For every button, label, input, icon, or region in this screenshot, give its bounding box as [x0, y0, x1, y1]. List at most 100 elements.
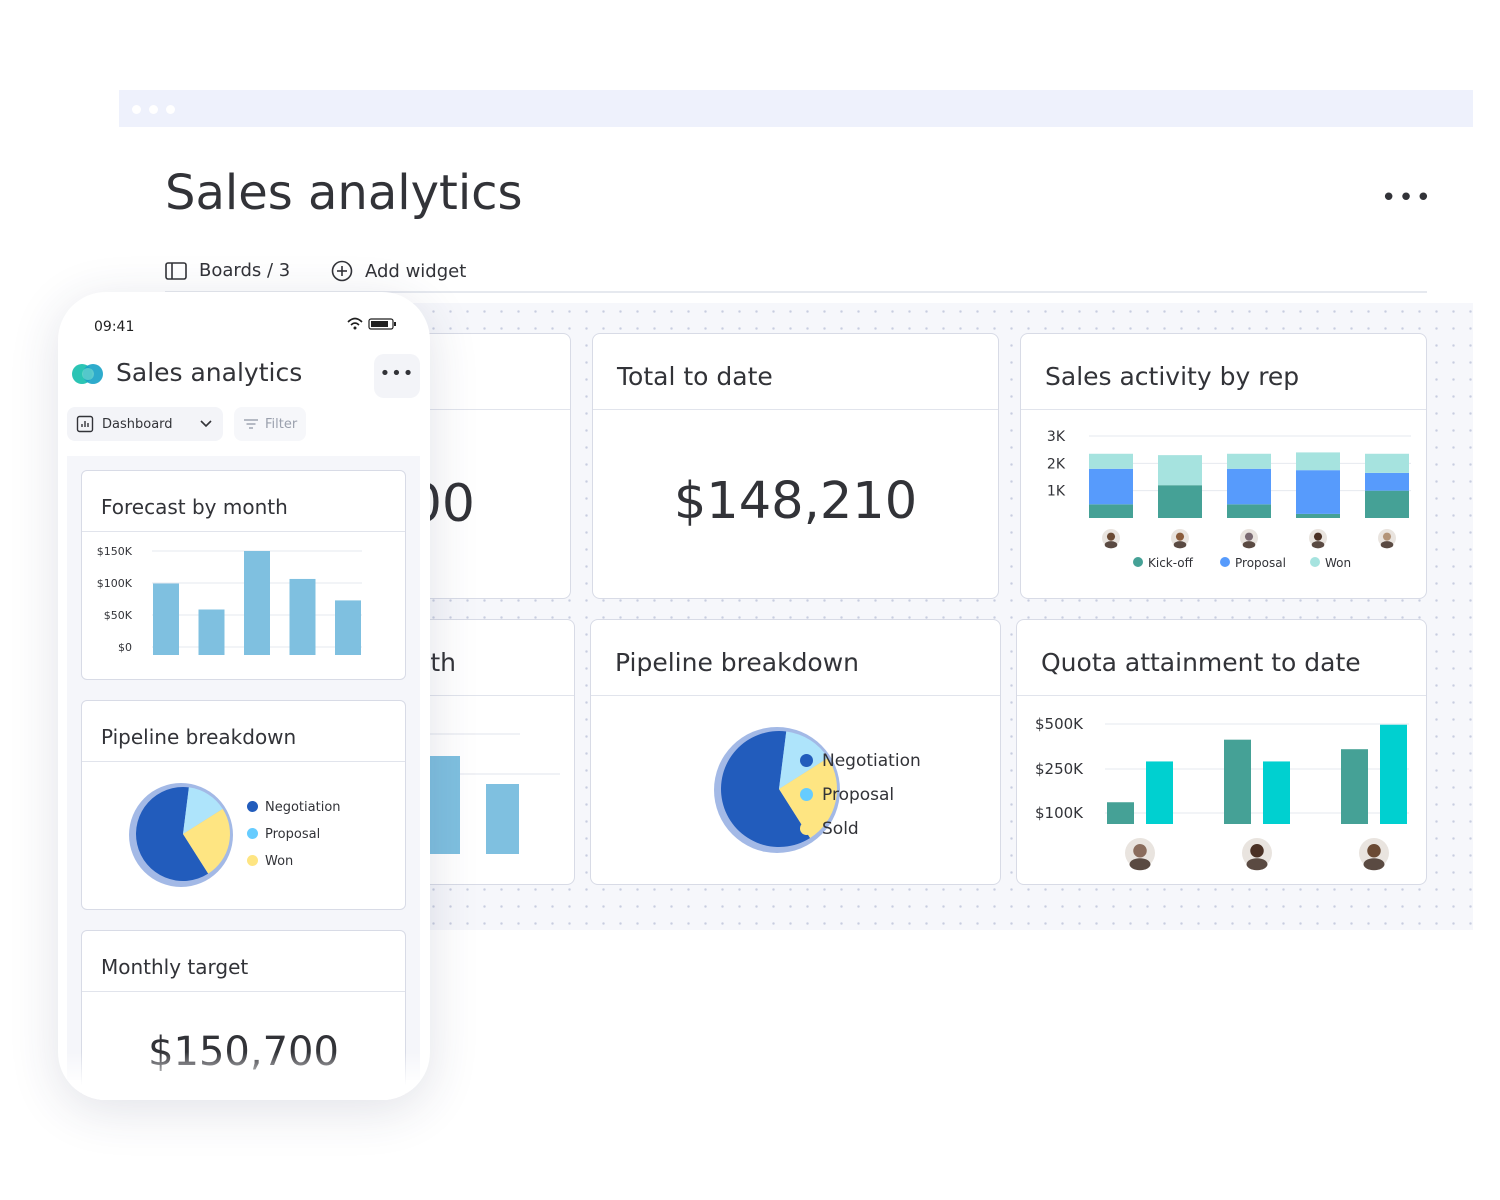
bar-segment — [1158, 485, 1202, 518]
legend-item: Proposal — [800, 778, 921, 812]
window-dot[interactable] — [149, 105, 158, 114]
legend-item: Proposal — [247, 821, 341, 848]
boards-link[interactable]: Boards / 3 — [165, 260, 290, 281]
view-dropdown[interactable]: Dashboard — [67, 407, 223, 441]
card-divider — [410, 409, 570, 410]
view-dropdown-label: Dashboard — [102, 416, 173, 432]
legend-item: Negotiation — [247, 794, 341, 821]
tick-label: $250K — [1035, 760, 1084, 778]
tick-label: $500K — [1035, 715, 1084, 733]
widget-title: th — [430, 648, 456, 677]
status-icons — [347, 317, 396, 330]
card-divider — [82, 531, 405, 532]
mobile-dashboard-body: Forecast by month $150K $100K $50K $0 Pipel… — [67, 456, 420, 1100]
legend-label: Sold — [822, 819, 859, 839]
widget-title: Forecast by month — [101, 495, 288, 519]
bar-segment — [1365, 453, 1409, 473]
widget-title: Pipeline breakdown — [615, 648, 860, 677]
widget-sales-activity[interactable]: Sales activity by rep 3K 2K 1K Kick-off Prop… — [1020, 333, 1427, 599]
legend-label: Kick-off — [1148, 556, 1194, 570]
bar-segment — [1227, 453, 1271, 469]
legend-dot — [800, 754, 813, 767]
widget-total-to-date[interactable]: Total to date $148,210 — [592, 333, 999, 599]
add-widget-label: Add widget — [365, 260, 467, 282]
total-value: $148,210 — [673, 472, 918, 531]
window-dot[interactable] — [166, 105, 175, 114]
window-dot[interactable] — [132, 105, 141, 114]
legend-label: Won — [265, 854, 294, 869]
widget-forecast-partial[interactable]: th — [409, 619, 575, 885]
bar-segment — [1296, 470, 1340, 514]
card-divider — [410, 695, 574, 696]
tick-label: $0 — [118, 641, 132, 654]
filter-label: Filter — [265, 416, 298, 432]
card-divider — [82, 761, 405, 762]
bar-segment — [1296, 513, 1340, 518]
mobile-widget-forecast[interactable]: Forecast by month $150K $100K $50K $0 — [81, 470, 406, 680]
avatar — [1240, 529, 1258, 549]
forecast-chart: $150K $100K $50K $0 — [97, 545, 362, 655]
dashboard-header: Sales analytics ••• Boards / 3 Add widge… — [119, 127, 1473, 303]
bar-segment — [1365, 490, 1409, 518]
tick-label: $100K — [97, 577, 133, 590]
legend-label: Proposal — [265, 827, 321, 842]
card-divider — [591, 695, 1000, 696]
wifi-icon — [347, 317, 363, 323]
card-divider — [1017, 695, 1426, 696]
tick-label: $50K — [104, 609, 133, 622]
tick-label: 2K — [1047, 456, 1066, 472]
legend-item: Won — [247, 848, 341, 875]
bar — [244, 551, 270, 655]
bar-segment — [1227, 504, 1271, 518]
bar — [486, 784, 519, 854]
widget-title: Total to date — [617, 362, 773, 391]
bar — [335, 600, 361, 655]
header-divider — [165, 291, 1427, 293]
widget-pipeline-breakdown[interactable]: Pipeline breakdown Negotiation Proposal … — [590, 619, 1001, 885]
legend-dot — [247, 801, 258, 812]
quota-chart: $500K $250K $100K — [1035, 715, 1409, 871]
mobile-more-button[interactable]: ••• — [374, 354, 420, 398]
bar — [153, 583, 179, 655]
bar-segment — [1365, 472, 1409, 491]
add-widget-button[interactable]: Add widget — [331, 260, 466, 282]
widget-quota-attainment[interactable]: Quota attainment to date $500K $250K $100K — [1016, 619, 1427, 885]
battery-icon — [368, 318, 394, 330]
filter-button[interactable]: Filter — [234, 407, 306, 441]
legend-dot — [1220, 557, 1230, 567]
legend-dot — [1310, 557, 1320, 567]
forecast-partial-chart — [430, 733, 560, 854]
tick-label: $150K — [97, 545, 133, 558]
card-divider — [82, 991, 405, 992]
dashboard-icon — [76, 415, 94, 433]
legend-dot — [247, 855, 258, 866]
pie-legend: Negotiation Proposal Sold — [800, 744, 921, 846]
pipeline-pie-chart — [714, 727, 840, 853]
sales-activity-chart: 3K 2K 1K Kick-off Proposal Won — [1047, 429, 1411, 570]
bar — [289, 578, 316, 655]
pie-slice-negotiation — [721, 731, 811, 847]
avatar — [1378, 529, 1396, 549]
window-titlebar — [119, 90, 1473, 127]
bar-segment — [1296, 452, 1340, 471]
avatar — [1125, 838, 1155, 871]
widget-title: Pipeline breakdown — [101, 725, 297, 749]
bar — [1380, 724, 1407, 824]
widget-title: Quota attainment to date — [1041, 648, 1361, 677]
bar — [1341, 749, 1368, 824]
more-options-button[interactable]: ••• — [1381, 183, 1434, 213]
avatar — [1102, 529, 1120, 549]
legend-item: Negotiation — [800, 744, 921, 778]
widget-number-partial[interactable]: 00 — [409, 333, 571, 599]
boards-label: Boards / 3 — [199, 260, 291, 281]
legend-label: Proposal — [1235, 556, 1286, 570]
legend-label: Won — [1325, 556, 1351, 570]
bar-segment — [1089, 453, 1133, 469]
app-logo-icon — [72, 364, 103, 384]
widget-title: Monthly target — [101, 955, 249, 979]
mobile-page-title: Sales analytics — [116, 358, 303, 387]
pie-legend: Negotiation Proposal Won — [247, 794, 341, 875]
mobile-widget-pipeline[interactable]: Pipeline breakdown Negotiation Proposal … — [81, 700, 406, 910]
legend-label: Negotiation — [822, 751, 921, 771]
plus-circle-icon — [331, 260, 353, 282]
